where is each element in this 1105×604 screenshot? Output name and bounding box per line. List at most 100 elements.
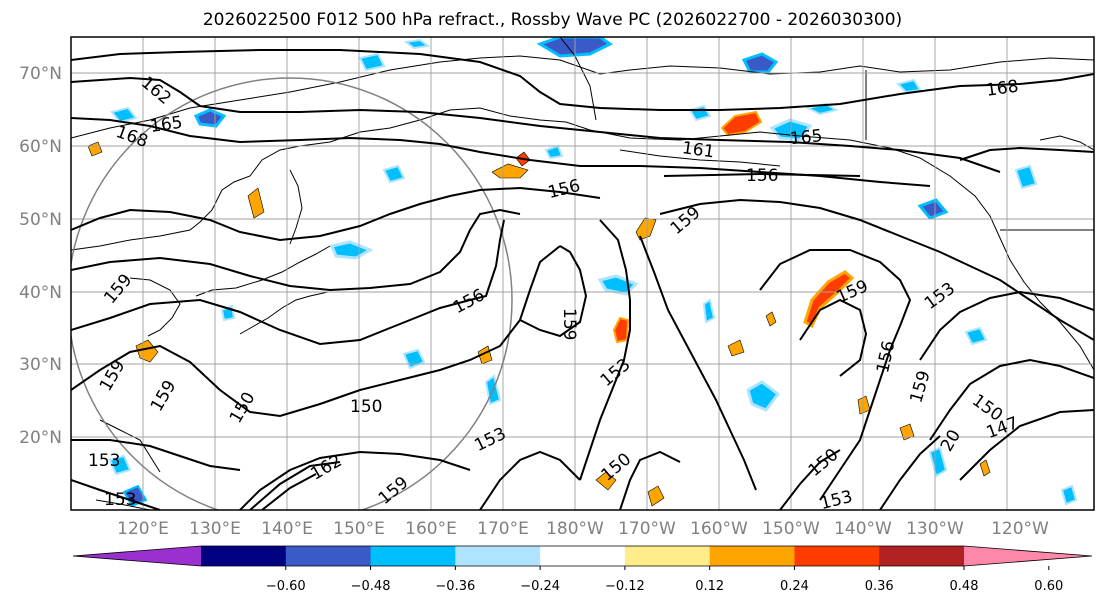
positive-anomaly-patch [595, 471, 617, 491]
longitude-labels: 120°E 130°E 140°E 150°E 160°E 170°E 180°… [117, 519, 1049, 539]
colorbar-extend-low [73, 546, 201, 566]
negative-anomaly-patch [402, 348, 426, 370]
positive-anomaly-patch [979, 459, 991, 477]
colorbar-segment [794, 546, 880, 566]
contour-line [759, 249, 912, 501]
contour-line [779, 449, 841, 510]
negative-anomaly-patch [746, 380, 781, 412]
negative-anomaly-patch [1014, 164, 1038, 190]
contour-line [659, 198, 1094, 341]
negative-anomaly-patch [741, 52, 779, 74]
lat-label: 60°N [19, 137, 62, 157]
lat-label: 40°N [19, 283, 62, 303]
lon-label: 120°E [117, 519, 169, 539]
coastlines [71, 37, 1094, 510]
lat-label: 50°N [19, 210, 62, 230]
colorbar-tick-label: 0.24 [780, 579, 809, 594]
contour-label: 150 [226, 389, 260, 427]
lat-label: 30°N [19, 355, 62, 375]
coastline [71, 55, 1094, 139]
colorbar-tick-label: −0.12 [605, 579, 645, 594]
contour-label: 159 [907, 368, 935, 405]
negative-anomaly-patch [917, 198, 949, 220]
lon-label: 170°E [477, 519, 529, 539]
contour-label: 165 [149, 113, 184, 137]
lon-label: 140°E [261, 519, 313, 539]
coastline [129, 277, 181, 337]
negative-anomaly-patch [108, 454, 132, 476]
colorbar-segment [540, 546, 626, 566]
contour-label: 165 [789, 126, 823, 149]
contour-label: 159 [147, 377, 181, 415]
negative-anomaly-patch [403, 38, 431, 50]
contour-label: 150 [350, 397, 382, 417]
contour-label: 153 [104, 490, 136, 510]
colorbar-segment [370, 546, 456, 566]
contour-label: 153 [921, 279, 959, 314]
negative-anomaly-patch [110, 106, 138, 124]
negative-anomaly-patch [544, 144, 564, 160]
colorbar-segments [72, 545, 1093, 567]
colorbar-segment [201, 546, 287, 566]
colorbar-tick-label: 0.60 [1034, 579, 1063, 594]
negative-anomaly-patch [896, 78, 922, 94]
colorbar-tick-label: −0.24 [520, 579, 560, 594]
positive-anomaly-patch [135, 339, 159, 363]
lon-label: 150°W [762, 519, 820, 539]
lat-label: 20°N [19, 428, 62, 448]
colorbar-segment [709, 546, 795, 566]
lon-label: 120°W [991, 519, 1049, 539]
colorbar: −0.60 −0.48 −0.36 −0.24 −0.12 0.12 0.24 0.36 0.4… [72, 545, 1093, 594]
contour-label: 153 [597, 355, 635, 391]
negative-anomaly-patch [597, 274, 639, 296]
colorbar-segment [879, 546, 965, 566]
colorbar-extend-high [964, 546, 1092, 566]
coastline [195, 245, 331, 297]
contour-line [71, 208, 521, 292]
positive-anomaly-patch [247, 187, 265, 219]
map-frame [70, 36, 1095, 511]
colorbar-tick-label: 0.36 [865, 579, 894, 594]
coastline [239, 291, 329, 335]
coastline [71, 107, 591, 251]
coastline [589, 129, 1094, 371]
positive-anomaly-patch [647, 485, 665, 507]
coastline [559, 37, 597, 121]
contour-line [71, 479, 161, 510]
contour-label: 156 [450, 285, 488, 318]
colorbar-tick-label: −0.36 [435, 579, 475, 594]
colorbar-segment [624, 546, 711, 566]
positive-anomaly-patch [727, 339, 745, 357]
latitude-labels: 70°N 60°N 50°N 40°N 30°N 20°N [19, 64, 62, 448]
contour-line [959, 146, 1094, 161]
positive-anomaly-patch [720, 110, 763, 137]
contour-label: 159 [100, 270, 136, 308]
contour-labels: 162 165 168 161 165 156 156 159 156 159 … [88, 73, 1021, 510]
contour-line [929, 358, 1094, 441]
contour-label: 159 [96, 357, 130, 395]
lon-label: 150°E [333, 519, 385, 539]
positive-anomaly-patch [87, 141, 103, 157]
contour-label: 168 [113, 122, 150, 152]
contour-line [479, 450, 581, 510]
colorbar-outline [72, 545, 1093, 567]
contour-line [619, 450, 681, 510]
contour-label: 153 [471, 424, 509, 456]
negative-anomaly-patch [193, 108, 227, 128]
colorbar-segment [455, 546, 541, 566]
negative-anomaly-patch [122, 484, 148, 508]
positive-anomaly-patch [612, 316, 630, 344]
lon-label: 130°E [189, 519, 241, 539]
colorbar-tick-label: −0.48 [351, 579, 391, 594]
contour-line [639, 235, 757, 491]
contour-label: 156 [873, 339, 899, 375]
contour-label: 159 [559, 308, 579, 340]
negative-anomaly-patch [329, 240, 374, 260]
contour-line [71, 76, 1001, 173]
negative-anomaly-patch [358, 52, 386, 72]
colorbar-tick-label: 0.12 [695, 579, 724, 594]
lon-label: 160°W [690, 519, 748, 539]
lon-label: 180°W [546, 519, 604, 539]
colorbar-tick-label: −0.60 [266, 579, 306, 594]
refractivity-contours [71, 49, 1094, 510]
